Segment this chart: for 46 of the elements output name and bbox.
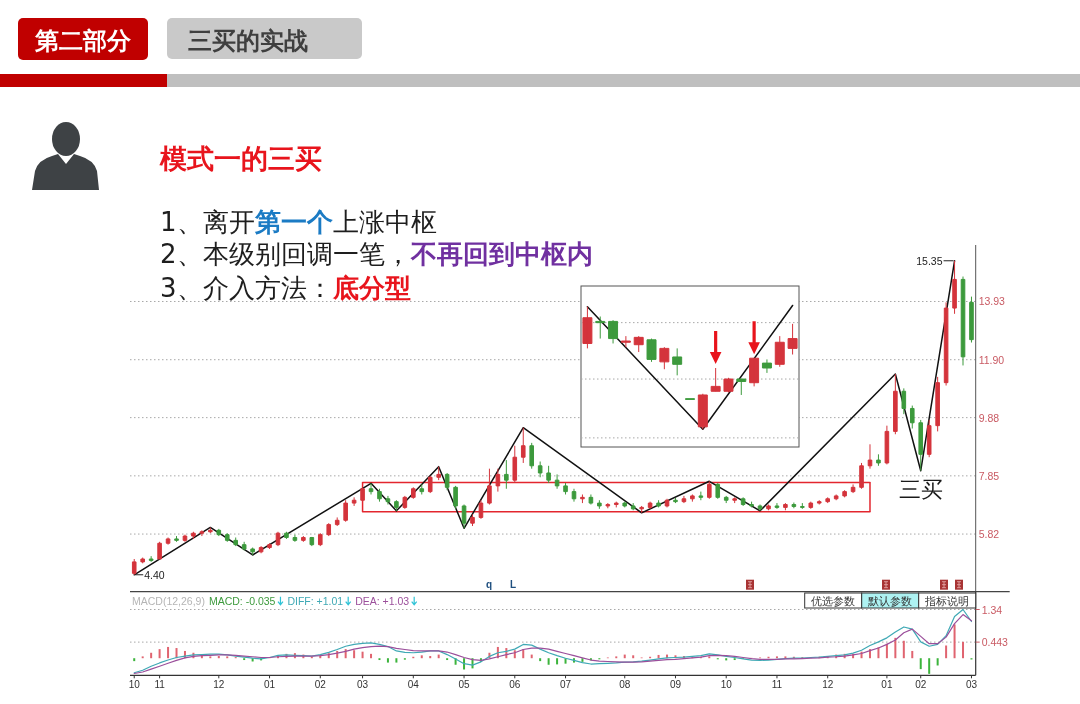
x-tick-label: 09: [669, 679, 682, 691]
text: 模式一的三买: [159, 143, 322, 174]
x-tick-label: 12: [822, 679, 834, 691]
annotation: q: [485, 578, 493, 590]
x-tick-label: 03: [357, 679, 369, 691]
x-tick-label: 11: [771, 679, 783, 691]
y-tick-label: 13.93: [978, 295, 1006, 308]
text: 上涨中枢: [332, 207, 437, 237]
text: 1、离开: [160, 207, 255, 237]
x-tick-label: 12: [213, 679, 225, 691]
y-tick-label: 5.82: [978, 528, 1000, 541]
annotation: 三买: [898, 476, 943, 502]
x-tick-label: 03: [965, 679, 978, 691]
x-tick-label: 10: [128, 679, 141, 691]
x-tick-label: 02: [915, 679, 927, 691]
x-tick-label: 01: [263, 679, 276, 691]
annotation: 默认参数: [867, 594, 913, 608]
annotation: 指标说明: [924, 594, 970, 608]
y-tick-label: 1.34: [981, 603, 1003, 616]
text: 第二部分: [34, 27, 132, 55]
annotation: 优选参数: [811, 594, 856, 608]
text: DEA: +1.03: [355, 594, 410, 607]
y-tick-label: 7.85: [978, 469, 1000, 482]
text: 三买的实战: [188, 27, 308, 55]
y-tick-label: 0.443: [981, 636, 1009, 649]
y-tick-label: 11.90: [978, 353, 1005, 366]
annotation: 2、本级别回调一笔，: [160, 239, 411, 269]
annotation: 底分型: [331, 273, 411, 303]
x-tick-label: 04: [407, 679, 420, 691]
annotation: 3、介入方法：: [160, 273, 333, 303]
annotation: L: [509, 578, 517, 590]
x-tick-label: 01: [881, 679, 893, 691]
x-tick-label: 02: [314, 679, 327, 691]
y-tick-label: 9.88: [978, 411, 1000, 424]
annotation: 15.35: [916, 254, 943, 267]
x-tick-label: 10: [720, 679, 733, 691]
annotation: 4.40: [144, 568, 165, 581]
chart-title: MACD(12,26,9): [132, 594, 205, 607]
x-tick-label: 11: [154, 679, 166, 691]
x-tick-label: 07: [559, 679, 572, 691]
text: MACD: -0.035: [208, 594, 276, 607]
x-tick-label: 05: [458, 679, 471, 691]
x-tick-label: 06: [509, 679, 521, 691]
x-tick-label: 08: [619, 679, 631, 691]
text: DIFF: +1.01: [287, 594, 344, 607]
annotation: 不再回到中枢内: [409, 239, 593, 269]
